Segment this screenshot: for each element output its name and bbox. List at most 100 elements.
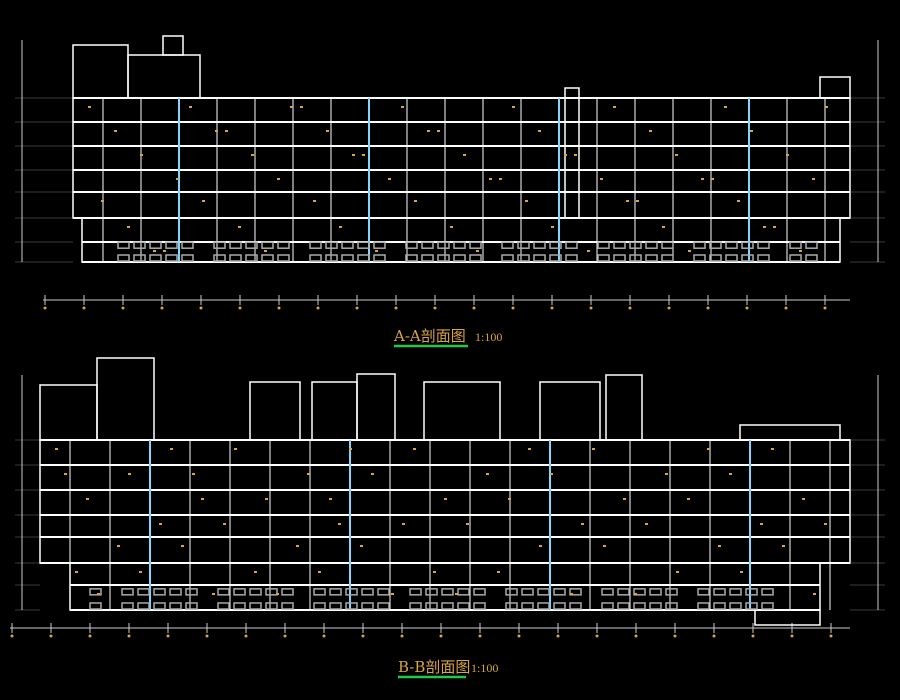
room-tag [581, 523, 584, 525]
room-tag [634, 593, 637, 595]
room-tag [212, 593, 215, 595]
parking-stall [249, 588, 262, 596]
parking-stall [473, 602, 486, 610]
axis-bubble [361, 634, 365, 638]
room-tag [489, 178, 492, 180]
parking-stall [441, 602, 454, 610]
parking-stall [409, 602, 422, 610]
room-tag [276, 593, 279, 595]
section-title: B-B剖面图 [398, 658, 470, 676]
room-tag [414, 200, 417, 202]
parking-stall [361, 602, 374, 610]
room-tag [362, 154, 365, 156]
parking-stall [805, 241, 818, 249]
room-tag [277, 178, 280, 180]
parking-stall [661, 241, 674, 249]
room-tag [338, 523, 341, 525]
axis-bubble [439, 634, 443, 638]
room-tag [264, 250, 267, 252]
room-tag [234, 448, 237, 450]
room-tag [740, 571, 743, 573]
parking-stall [437, 254, 450, 262]
parking-stall [165, 241, 178, 249]
parking-stall [137, 588, 150, 596]
parking-stall [329, 602, 342, 610]
parking-stall [325, 254, 338, 262]
room-tag [676, 571, 679, 573]
room-tag [724, 106, 727, 108]
parking-stall [245, 254, 258, 262]
room-tag [201, 498, 204, 500]
room-tag [450, 226, 453, 228]
parking-stall [377, 588, 390, 596]
room-tag [101, 200, 104, 202]
parking-stall [501, 241, 514, 249]
parking-stall [325, 241, 338, 249]
parking-stall [121, 602, 134, 610]
parking-stall [521, 588, 534, 596]
room-tag [662, 226, 665, 228]
axis-bubble [322, 634, 326, 638]
axis-bubble [673, 634, 677, 638]
parking-stall [569, 602, 582, 610]
parking-stall [729, 588, 742, 596]
room-tag [729, 473, 732, 475]
section-scale: 1:100 [471, 661, 498, 675]
room-tag [455, 593, 458, 595]
room-tag [466, 523, 469, 525]
parking-stall [377, 602, 390, 610]
room-tag [539, 545, 542, 547]
parking-stall [613, 254, 626, 262]
room-tag [444, 498, 447, 500]
parking-stall [789, 241, 802, 249]
parking-stall [645, 241, 658, 249]
parking-stall [757, 254, 770, 262]
parking-stall [761, 602, 774, 610]
parking-stall [533, 241, 546, 249]
parking-stall [277, 241, 290, 249]
room-tag [75, 571, 78, 573]
parking-stall [633, 588, 646, 596]
parking-stall [217, 602, 230, 610]
parking-stall [629, 241, 642, 249]
axis-bubble [49, 634, 53, 638]
room-tag [574, 154, 577, 156]
room-tag [402, 523, 405, 525]
parking-stall [597, 254, 610, 262]
parking-stall [153, 602, 166, 610]
parking-stall [281, 588, 294, 596]
room-tag [771, 448, 774, 450]
parking-stall [329, 588, 342, 596]
axis-bubble [433, 306, 437, 310]
room-tag [427, 130, 430, 132]
parking-stall [565, 254, 578, 262]
parking-stall [373, 254, 386, 262]
parking-stall [89, 602, 102, 610]
parking-stall [149, 254, 162, 262]
room-tag [251, 154, 254, 156]
room-tag [711, 178, 714, 180]
parking-stall [261, 254, 274, 262]
axis-bubble [127, 634, 131, 638]
parking-stall [153, 588, 166, 596]
room-tag [55, 448, 58, 450]
parking-stall [169, 588, 182, 596]
parking-stall [361, 588, 374, 596]
room-tag [538, 130, 541, 132]
parking-stall [725, 254, 738, 262]
room-tag [318, 571, 321, 573]
room-tag [238, 226, 241, 228]
room-tag [117, 545, 120, 547]
parking-stall [745, 588, 758, 596]
room-tag [64, 473, 67, 475]
room-tag [189, 106, 192, 108]
room-tag [802, 498, 805, 500]
axis-bubble [745, 306, 749, 310]
axis-bubble [160, 306, 164, 310]
room-tag [339, 226, 342, 228]
axis-bubble [199, 306, 203, 310]
room-tag [825, 106, 828, 108]
room-tag [127, 226, 130, 228]
room-tag [718, 545, 721, 547]
